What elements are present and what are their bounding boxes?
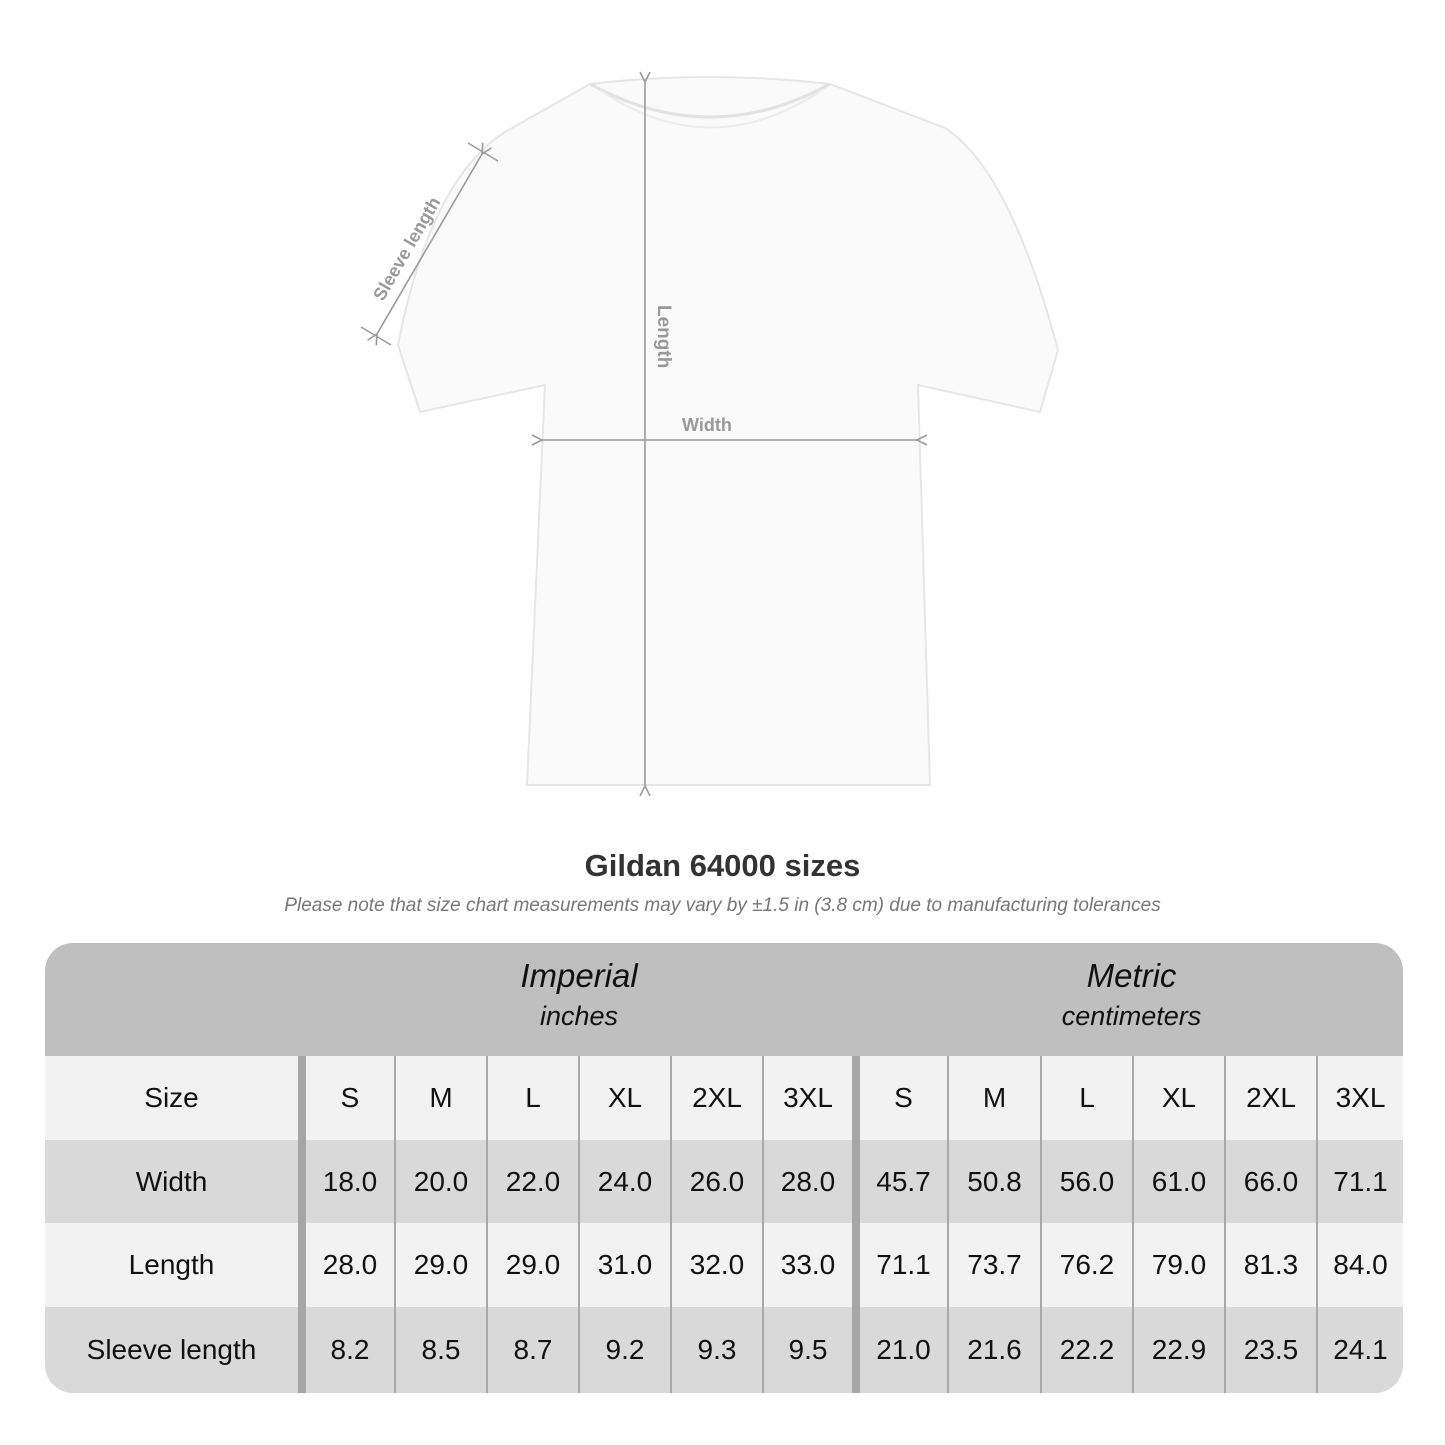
table-header: Imperial inches Metric centimeters [45, 943, 1403, 1056]
metric-cell: 76.2 [1040, 1223, 1132, 1307]
metric-title: Metric [1086, 957, 1177, 994]
metric-cell: 81.3 [1224, 1223, 1316, 1307]
imperial-cell: 22.0 [486, 1140, 578, 1223]
metric-cell: S [860, 1056, 947, 1140]
group-divider [852, 1223, 860, 1307]
metric-cell: L [1040, 1056, 1132, 1140]
group-divider [852, 1307, 860, 1393]
imperial-cell: 18.0 [306, 1140, 394, 1223]
size-table: Imperial inches Metric centimeters Size S… [45, 943, 1403, 1393]
collar [589, 82, 831, 119]
imperial-title: Imperial [520, 957, 638, 994]
group-divider [852, 1056, 860, 1140]
metric-cell: 24.1 [1316, 1307, 1403, 1393]
row-label: Size [45, 1056, 298, 1140]
tolerance-note: Please note that size chart measurements… [284, 895, 1161, 916]
tshirt-diagram: Sleeve length Length Width [360, 0, 1060, 830]
imperial-cell: 29.0 [394, 1223, 486, 1307]
imperial-cell: 29.0 [486, 1223, 578, 1307]
metric-cell: 21.0 [860, 1307, 947, 1393]
imperial-cell: 2XL [670, 1056, 762, 1140]
imperial-cell: S [306, 1056, 394, 1140]
imperial-cell: 28.0 [762, 1140, 852, 1223]
metric-cell: 66.0 [1224, 1140, 1316, 1223]
imperial-cell: 9.5 [762, 1307, 852, 1393]
group-divider [298, 1307, 306, 1393]
metric-cell: 50.8 [947, 1140, 1040, 1223]
imperial-cell: 8.7 [486, 1307, 578, 1393]
metric-cell: 71.1 [1316, 1140, 1403, 1223]
imperial-group: Imperial inches [306, 957, 852, 1032]
metric-cell: 73.7 [947, 1223, 1040, 1307]
chart-title: Gildan 64000 sizes [584, 848, 861, 883]
imperial-cell: 28.0 [306, 1223, 394, 1307]
metric-unit: centimeters [1061, 1001, 1202, 1031]
metric-cell: 61.0 [1132, 1140, 1224, 1223]
imperial-cell: XL [578, 1056, 670, 1140]
metric-cell: 84.0 [1316, 1223, 1403, 1307]
imperial-cell: L [486, 1056, 578, 1140]
row-label: Width [45, 1140, 298, 1223]
sleeve-tick [467, 142, 499, 162]
metric-cell: 79.0 [1132, 1223, 1224, 1307]
metric-cell: 23.5 [1224, 1307, 1316, 1393]
metric-cell: 22.9 [1132, 1307, 1224, 1393]
imperial-cell: 8.2 [306, 1307, 394, 1393]
metric-cell: 56.0 [1040, 1140, 1132, 1223]
metric-cell: 71.1 [860, 1223, 947, 1307]
imperial-cell: 32.0 [670, 1223, 762, 1307]
sleeve-tick [360, 326, 392, 346]
imperial-cell: M [394, 1056, 486, 1140]
width-label: Width [682, 415, 732, 435]
imperial-cell: 20.0 [394, 1140, 486, 1223]
imperial-cell: 8.5 [394, 1307, 486, 1393]
imperial-cell: 26.0 [670, 1140, 762, 1223]
imperial-cell: 9.2 [578, 1307, 670, 1393]
sleeve-arrow [377, 154, 482, 334]
row-label: Sleeve length [45, 1307, 298, 1393]
imperial-unit: inches [539, 1001, 619, 1031]
group-divider [298, 1223, 306, 1307]
length-label: Length [653, 305, 674, 368]
group-divider [298, 1056, 306, 1140]
group-divider [298, 1140, 306, 1223]
imperial-cell: 9.3 [670, 1307, 762, 1393]
imperial-cell: 33.0 [762, 1223, 852, 1307]
metric-cell: 2XL [1224, 1056, 1316, 1140]
group-divider [852, 1140, 860, 1223]
metric-cell: 22.2 [1040, 1307, 1132, 1393]
metric-group: Metric centimeters [860, 957, 1403, 1032]
metric-cell: XL [1132, 1056, 1224, 1140]
imperial-cell: 31.0 [578, 1223, 670, 1307]
metric-cell: 3XL [1316, 1056, 1403, 1140]
imperial-cell: 24.0 [578, 1140, 670, 1223]
collar-seam [599, 89, 823, 129]
metric-cell: 21.6 [947, 1307, 1040, 1393]
row-label: Length [45, 1223, 298, 1307]
metric-cell: 45.7 [860, 1140, 947, 1223]
table-body: Size S M L XL 2XL 3XL S M L XL 2XL 3XL Width 18.0 20.0 2… [45, 1056, 1403, 1393]
metric-cell: M [947, 1056, 1040, 1140]
imperial-cell: 3XL [762, 1056, 852, 1140]
